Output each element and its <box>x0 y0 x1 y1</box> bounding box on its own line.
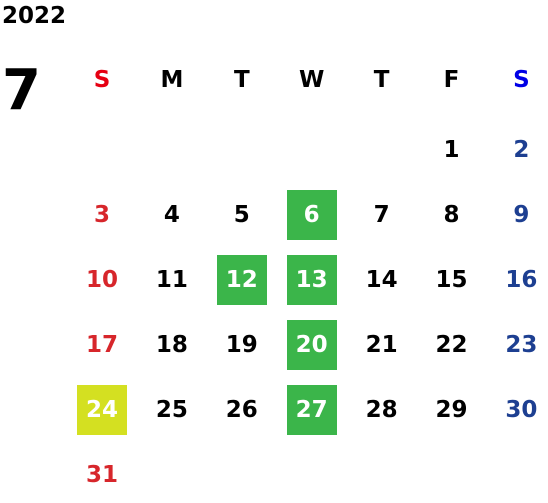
day: 6 <box>303 202 320 228</box>
weekday-label: W <box>299 67 325 93</box>
day: 14 <box>365 267 398 293</box>
day: 29 <box>435 397 468 423</box>
highlight <box>286 255 337 305</box>
day: 1 <box>443 137 460 163</box>
weekday-label: M <box>160 67 184 93</box>
year: 2022 <box>2 3 67 29</box>
day: 5 <box>233 202 250 228</box>
day: 11 <box>155 267 188 293</box>
day: 2 <box>513 137 530 163</box>
day: 20 <box>295 332 328 358</box>
day: 13 <box>295 267 328 293</box>
day: 25 <box>155 397 188 423</box>
day: 18 <box>155 332 188 358</box>
highlight <box>286 320 337 370</box>
day: 24 <box>85 397 119 423</box>
day: 27 <box>295 397 328 423</box>
day: 31 <box>85 462 119 488</box>
day: 21 <box>365 332 398 358</box>
weekday-label: F <box>443 67 460 93</box>
day: 16 <box>505 267 538 293</box>
highlight <box>77 385 127 435</box>
day: 8 <box>443 202 460 228</box>
day: 7 <box>373 202 390 228</box>
day: 19 <box>225 332 258 358</box>
highlight <box>216 255 267 305</box>
highlight <box>286 190 337 240</box>
weekday-label: S <box>93 67 111 93</box>
day: 4 <box>163 202 180 228</box>
weekday-label: S <box>513 67 530 93</box>
day: 15 <box>435 267 468 293</box>
day: 23 <box>505 332 538 358</box>
highlight <box>286 385 337 435</box>
weekday-label: T <box>233 67 250 93</box>
day: 3 <box>93 202 111 228</box>
day: 17 <box>85 332 119 358</box>
day: 12 <box>225 267 258 293</box>
day: 10 <box>85 267 119 293</box>
day: 22 <box>435 332 468 358</box>
day: 9 <box>513 202 530 228</box>
day: 28 <box>365 397 398 423</box>
day: 26 <box>225 397 258 423</box>
month: 7 <box>2 58 41 123</box>
day: 30 <box>505 397 538 423</box>
weekday-label: T <box>373 67 390 93</box>
